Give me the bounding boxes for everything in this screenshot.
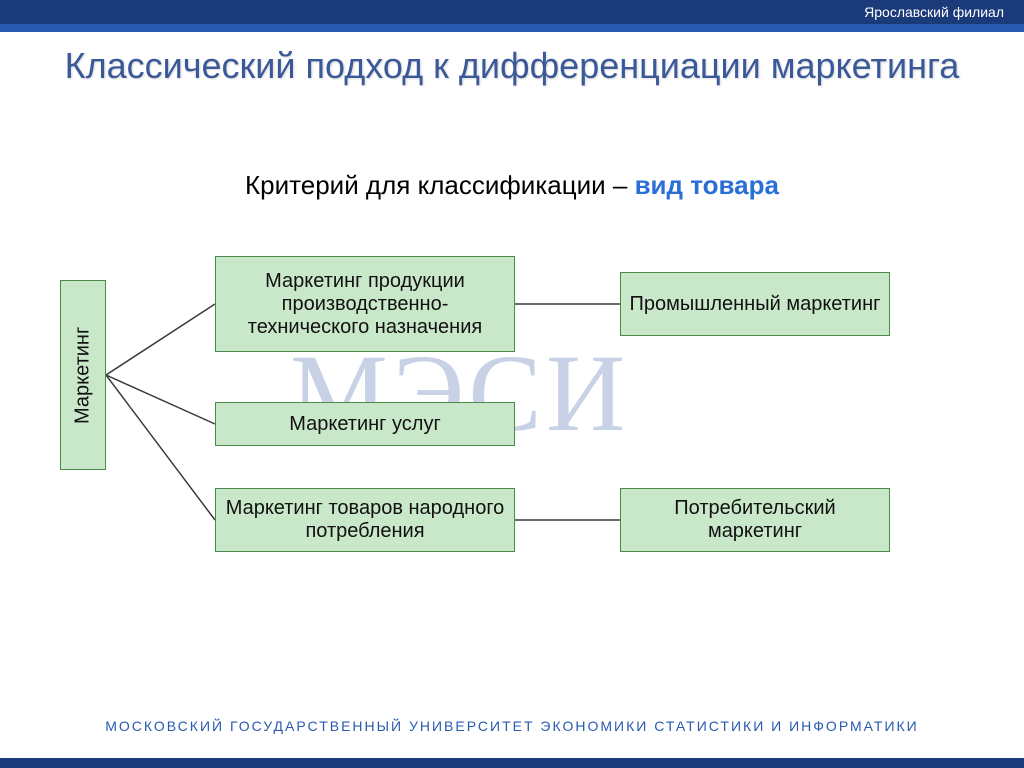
slide: Ярославский филиал Классический подход к… (0, 0, 1024, 768)
node-root: Маркетинг (60, 280, 106, 470)
node-r1: Промышленный маркетинг (620, 272, 890, 336)
node-r2: Потребительский маркетинг (620, 488, 890, 552)
node-n2: Маркетинг услуг (215, 402, 515, 446)
diagram-edges (0, 0, 1024, 768)
node-n3: Маркетинг товаров народного потребления (215, 488, 515, 552)
node-n1: Маркетинг продукции производственно-техн… (215, 256, 515, 352)
